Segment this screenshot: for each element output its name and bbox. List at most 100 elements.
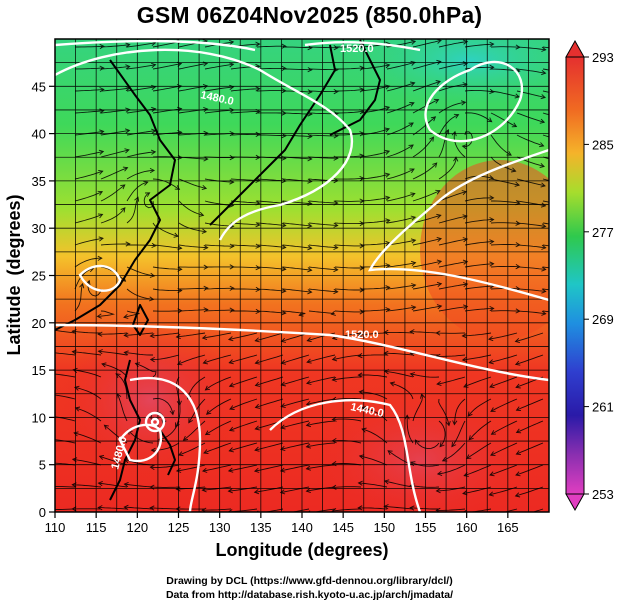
streamline-arrowhead <box>463 304 469 310</box>
streamline <box>124 483 154 488</box>
streamline <box>306 464 336 470</box>
streamline-arrowhead <box>201 184 208 191</box>
streamline-arrowhead <box>229 405 235 410</box>
streamline <box>104 424 128 444</box>
streamline-arrowhead <box>229 155 235 161</box>
streamline <box>542 178 549 181</box>
streamline <box>231 288 260 291</box>
streamline-arrowhead <box>408 144 414 150</box>
streamline-arrowhead <box>462 259 469 265</box>
streamline <box>464 307 494 312</box>
streamline-arrowhead <box>331 508 337 512</box>
streamline <box>282 134 312 138</box>
x-tick-label: 150 <box>373 520 395 535</box>
streamline <box>490 112 517 128</box>
streamline-arrowhead <box>123 481 129 488</box>
streamline-arrowhead <box>227 336 234 342</box>
streamline-arrowhead <box>124 148 130 154</box>
streamline <box>204 63 234 70</box>
streamline <box>203 442 232 454</box>
streamline <box>335 45 364 48</box>
streamline-arrowhead <box>514 492 521 498</box>
streamline-arrowhead <box>433 98 440 104</box>
streamline <box>312 508 336 512</box>
streamline <box>386 168 415 180</box>
streamline <box>436 354 466 357</box>
streamline-arrowhead <box>255 86 261 92</box>
streamline <box>464 285 494 290</box>
streamline <box>281 354 310 364</box>
streamline-arrowhead <box>188 418 193 424</box>
streamline <box>360 196 390 202</box>
streamline-arrowhead <box>227 467 234 473</box>
height-contours <box>55 39 549 512</box>
streamline <box>126 197 139 224</box>
streamline-arrowhead <box>511 167 517 173</box>
streamline-arrowhead <box>541 46 547 52</box>
streamline <box>361 428 388 444</box>
streamline <box>334 310 364 313</box>
streamline <box>406 415 414 444</box>
y-tick-label: 5 <box>39 458 46 473</box>
streamline <box>228 332 258 340</box>
streamline-arrowhead <box>489 239 495 245</box>
streamline-arrowhead <box>488 491 494 497</box>
streamline-arrowhead <box>489 261 495 267</box>
streamline-arrowhead <box>305 379 312 385</box>
streamline <box>282 222 312 227</box>
streamline-arrowhead <box>279 467 286 473</box>
streamline-arrowhead <box>436 281 443 287</box>
streamline <box>516 420 544 433</box>
streamline <box>412 214 441 224</box>
streamline <box>256 310 286 314</box>
streamline <box>229 376 258 387</box>
streamline-arrowhead <box>410 238 417 244</box>
y-tick-label: 15 <box>32 363 46 378</box>
streamline-arrowhead <box>203 244 209 251</box>
streamline-arrowhead <box>453 113 460 119</box>
streamline <box>490 244 520 246</box>
streamline <box>230 133 260 136</box>
streamline <box>384 352 414 356</box>
streamline-arrowhead <box>73 431 79 437</box>
streamline-arrowhead <box>151 106 157 112</box>
streamline-arrowhead <box>97 213 104 219</box>
streamline <box>464 219 494 224</box>
streamline <box>230 244 260 247</box>
streamline <box>334 244 364 247</box>
streamline <box>332 354 362 361</box>
streamline-arrowhead <box>279 489 286 495</box>
streamline <box>74 257 102 268</box>
streamline <box>158 420 180 441</box>
streamline <box>205 376 232 391</box>
streamline-arrowhead <box>79 282 85 289</box>
streamline <box>127 429 154 444</box>
streamline-arrowhead <box>514 93 521 99</box>
y-tick-label: 30 <box>32 221 46 236</box>
streamline-arrowhead <box>409 372 416 378</box>
streamline-arrowhead <box>201 228 208 234</box>
streamline-arrowhead <box>228 382 235 388</box>
streamline-arrowhead <box>409 505 415 511</box>
streamline <box>231 266 260 269</box>
contour-label: 1520.0 <box>340 43 374 55</box>
streamline <box>75 45 104 48</box>
x-tick-label: 155 <box>415 520 437 535</box>
streamline-arrowhead <box>253 467 260 473</box>
streamline-arrowhead <box>254 425 260 431</box>
streamline-arrowhead <box>389 381 395 387</box>
streamline <box>386 306 416 312</box>
streamline-arrowhead <box>123 504 129 510</box>
streamline <box>176 464 206 472</box>
streamline-arrowhead <box>410 260 417 266</box>
streamline <box>55 352 76 356</box>
streamline-arrowhead <box>357 480 363 486</box>
streamline <box>332 486 362 489</box>
streamline <box>516 288 546 292</box>
streamline <box>281 398 310 408</box>
streamline-arrowhead <box>97 331 103 337</box>
streamline <box>516 112 545 123</box>
streamline <box>101 363 128 378</box>
streamline <box>334 288 364 291</box>
streamline-arrowhead <box>175 333 181 340</box>
